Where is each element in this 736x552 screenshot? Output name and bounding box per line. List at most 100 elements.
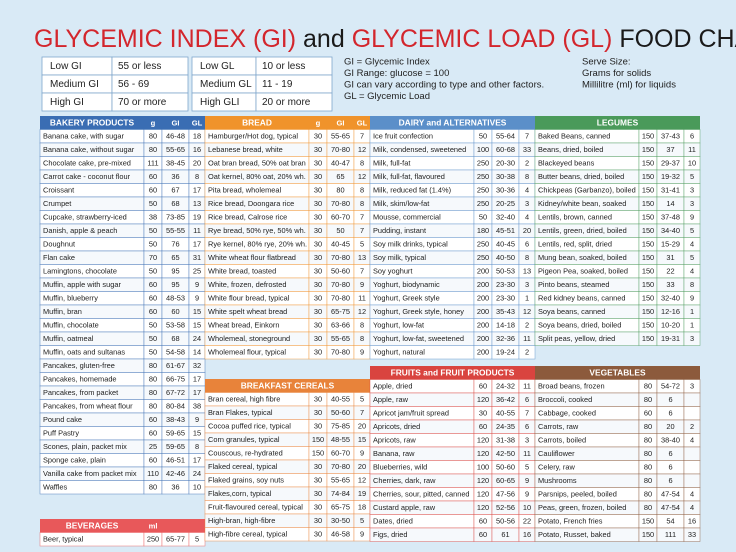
table-number: 30-50	[331, 516, 350, 525]
table-number: 111	[147, 159, 158, 168]
table-number: 250	[147, 535, 159, 544]
title-part: FOOD CHART	[619, 25, 736, 53]
table-number: 3	[525, 280, 529, 289]
legend-value: 11 - 19	[262, 79, 293, 90]
table-number: 100	[477, 463, 489, 472]
food-name: Yoghurt, low-fat, sweetened	[373, 334, 464, 343]
table-number: 22	[666, 267, 674, 276]
table-number: 66-75	[166, 375, 185, 384]
table-number: 150	[642, 280, 654, 289]
food-name: Wholemeal, stoneground	[208, 334, 290, 343]
table-number: 3	[525, 199, 529, 208]
table-number: 25	[149, 442, 157, 451]
note: GI can vary according to type and other …	[344, 80, 544, 91]
food-name: Oat kernel, 80% oat, 20% wh.	[208, 172, 306, 181]
table-number: 68	[171, 334, 179, 343]
food-name: Corn granules, typical	[208, 435, 280, 444]
table-number: 4	[690, 240, 694, 249]
table-number: 80	[644, 382, 652, 391]
table-number: 150	[312, 449, 324, 458]
table-number: 42-50	[496, 449, 515, 458]
table-number: 12	[523, 307, 531, 316]
food-name: Broad beans, frozen	[538, 382, 605, 391]
table-number: 30	[314, 395, 322, 404]
table-cell	[683, 473, 701, 488]
table-number: 12	[358, 145, 366, 154]
table-number: 9	[525, 490, 529, 499]
food-name: High-bran, high-fibre	[208, 516, 275, 525]
food-name: Beer, typical	[43, 535, 84, 544]
table-number: 11	[358, 294, 366, 303]
table-number: 5	[690, 253, 694, 262]
table-cell	[683, 392, 701, 407]
table-number: 19-32	[661, 172, 680, 181]
food-name: Cherries, dark, raw	[373, 476, 436, 485]
table-number: 15-29	[661, 240, 680, 249]
food-name: Chickpeas (Garbanzo), boiled	[538, 186, 636, 195]
table-number: 30	[479, 409, 487, 418]
table-number: 6	[690, 132, 694, 141]
column-header: GI	[171, 118, 179, 127]
food-name: Milk, condensed, sweetened	[373, 145, 466, 154]
food-name: Lamingtons, chocolate	[43, 267, 117, 276]
table-number: 30	[314, 489, 322, 498]
table-number: 46-48	[166, 132, 185, 141]
table-number: 19	[193, 213, 201, 222]
table-number: 70-80	[331, 253, 350, 262]
table-number: 32-36	[496, 334, 515, 343]
table-number: 25	[193, 267, 201, 276]
legend-label: Low GI	[50, 61, 82, 72]
table-number: 60	[149, 172, 157, 181]
table-number: 17	[193, 240, 201, 249]
food-name: Apricots, raw	[373, 436, 416, 445]
table-title: BAKERY PRODUCTS	[50, 117, 135, 127]
table-number: 55-65	[331, 334, 350, 343]
table-number: 7	[360, 267, 364, 276]
table-number: 200	[477, 294, 489, 303]
table-number: 60	[644, 409, 652, 418]
page-title: GLYCEMIC INDEX (GI) and GLYCEMIC LOAD (G…	[34, 25, 736, 53]
table-number: 67	[171, 186, 179, 195]
food-name: White flour bread, typical	[208, 294, 290, 303]
table-number: 5	[195, 535, 199, 544]
table-number: 3	[690, 199, 694, 208]
table-title: FRUITS and FRUIT PRODUCTS	[391, 367, 515, 377]
table-number: 50	[479, 213, 487, 222]
table-number: 70-80	[331, 294, 350, 303]
table-number: 5	[525, 463, 529, 472]
table-number: 60	[149, 186, 157, 195]
table-number: 2	[690, 422, 694, 431]
table-number: 40-45	[496, 240, 515, 249]
table-number: 120	[477, 503, 489, 512]
food-name: Hamburger/Hot dog, typical	[208, 132, 298, 141]
table-number: 35-43	[496, 307, 515, 316]
table-number: 30	[314, 226, 322, 235]
food-name: Carrots, boiled	[538, 436, 586, 445]
table-number: 150	[642, 186, 654, 195]
table-number: 80	[149, 483, 157, 492]
table-number: 30	[314, 530, 322, 539]
food-name: Dates, dried	[373, 517, 413, 526]
food-name: Sponge cake, plain	[43, 456, 106, 465]
table-number: 111	[665, 530, 676, 539]
table-number: 20	[523, 226, 531, 235]
table-number: 55-64	[496, 132, 515, 141]
table-number: 7	[525, 409, 529, 418]
table-number: 47-54	[661, 503, 680, 512]
table-number: 30	[314, 145, 322, 154]
legend-value: 70 or more	[118, 97, 167, 108]
food-name: Cupcake, strawberry-iced	[43, 213, 127, 222]
table-number: 17	[193, 186, 201, 195]
table-number: 47-54	[661, 490, 680, 499]
table-number: 80	[149, 132, 157, 141]
table-number: 59-65	[166, 429, 185, 438]
table-number: 3	[690, 334, 694, 343]
table-number: 38	[193, 402, 201, 411]
table-number: 67-72	[166, 388, 185, 397]
table-number: 18	[193, 132, 201, 141]
table-number: 61-67	[166, 361, 185, 370]
table-number: 4	[525, 186, 529, 195]
table-number: 8	[360, 186, 364, 195]
table-number: 50	[479, 132, 487, 141]
table-cell	[683, 446, 701, 461]
